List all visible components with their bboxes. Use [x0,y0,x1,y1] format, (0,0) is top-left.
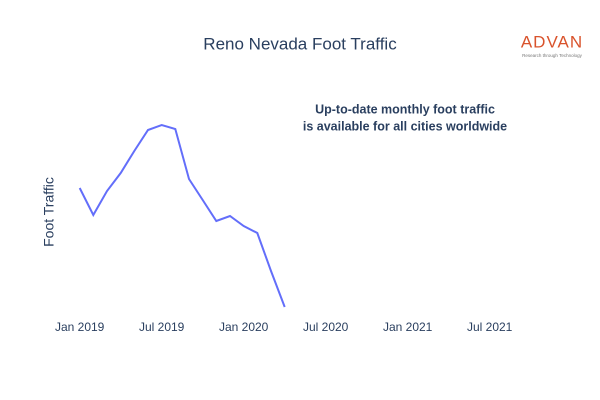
line [78,123,286,308]
logo-tagline: Research through Technology [522,53,582,58]
x-tick-label: Jan 2021 [383,320,433,334]
annotation: Up-to-date monthly foot traffic [315,102,495,116]
annotation: is available for all cities worldwide [303,119,507,133]
x-tick-label: Jul 2020 [303,320,349,334]
y-axis-title: Foot Traffic [41,177,57,247]
x-tick-label: Jan 2020 [219,320,269,334]
logo: ADVAN [521,32,583,51]
x-tick-label: Jul 2021 [467,320,513,334]
x-tick-label: Jan 2019 [55,320,105,334]
x-tick-label: Jul 2019 [139,320,185,334]
chart-title: Reno Nevada Foot Traffic [203,34,397,53]
